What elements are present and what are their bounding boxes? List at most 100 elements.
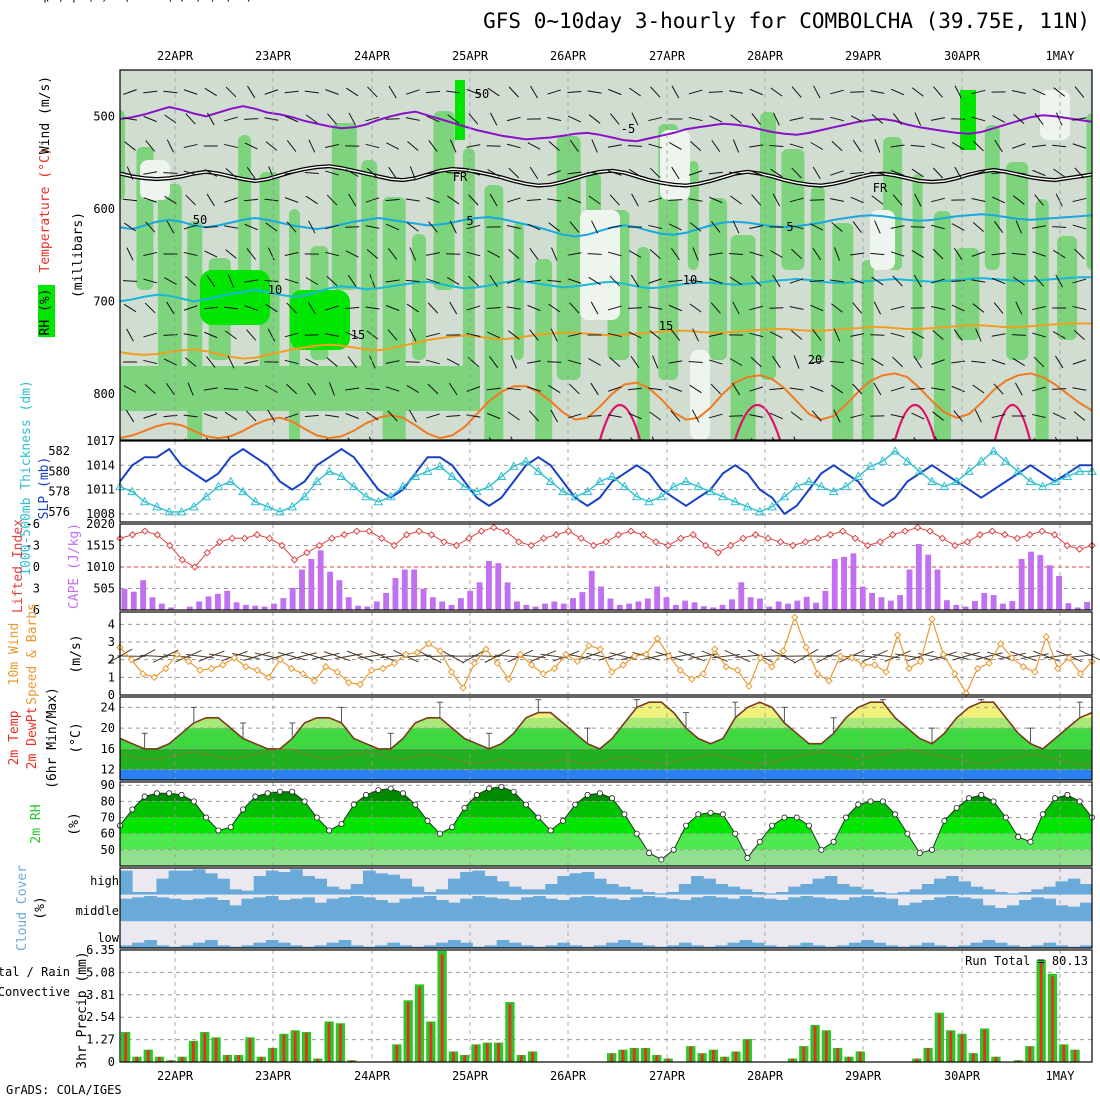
wind-speed-point xyxy=(608,668,616,676)
wind-barb xyxy=(487,87,500,97)
wind-barb xyxy=(548,303,561,313)
precip-tick-label: 5.08 xyxy=(86,965,115,979)
cloud-middle-bar xyxy=(1019,900,1032,922)
wind-barb xyxy=(789,143,804,149)
wind-barb xyxy=(265,141,278,151)
wind-barb xyxy=(691,409,700,423)
cloud-middle-bar xyxy=(363,897,376,922)
wind-barb xyxy=(527,304,541,312)
cape-bar xyxy=(644,598,651,610)
precip-convective-bar xyxy=(666,1058,670,1062)
thickness-point xyxy=(1037,481,1048,491)
cloud-high-bar xyxy=(970,886,984,895)
wind-barb xyxy=(931,143,945,149)
wind-barb xyxy=(506,225,521,229)
wind-barb xyxy=(267,328,276,342)
wind-barb xyxy=(286,302,297,314)
run-total-label: Run Total = 80.13 xyxy=(965,954,1088,968)
wind-barb xyxy=(267,409,276,423)
wind-barb xyxy=(183,251,198,257)
cloud-high-bar xyxy=(946,876,959,895)
wind-speed-point xyxy=(356,680,364,689)
wind-barb xyxy=(145,140,155,152)
wind-barb xyxy=(890,170,905,176)
wind-barb xyxy=(510,436,513,440)
precip-convective-bar xyxy=(1073,1050,1077,1062)
cloud-high-bar xyxy=(533,889,546,895)
wind-barb xyxy=(709,115,723,123)
cape-bar xyxy=(757,598,763,610)
wind-barb xyxy=(850,196,864,204)
wind-barb xyxy=(365,225,380,229)
rh2m-point xyxy=(559,817,566,824)
rh-high-band xyxy=(781,149,805,270)
temp-band xyxy=(120,717,1092,729)
cloud-high-bar xyxy=(290,869,303,895)
precip-convective-bar xyxy=(282,1034,286,1062)
wind-barb xyxy=(265,303,278,313)
precip-tick-label: 6.35 xyxy=(86,943,115,957)
wind-barb xyxy=(487,331,501,339)
precip-convective-bar xyxy=(689,1046,693,1062)
cloud-high-bar xyxy=(824,876,838,895)
cloud-middle-bar xyxy=(253,897,267,922)
lifted-tick-label: 3 xyxy=(33,582,40,596)
rh2m-point xyxy=(510,788,517,795)
precip-convective-bar xyxy=(949,1031,953,1062)
cape-bar xyxy=(943,600,950,610)
cloud-middle-bar xyxy=(229,905,242,922)
cloud-low-bar xyxy=(703,946,716,948)
rh2m-point xyxy=(449,824,456,831)
cloud-high-bar xyxy=(618,886,631,895)
lifted-index-point xyxy=(1063,541,1071,550)
cloud-high-bar xyxy=(496,881,510,895)
wind-barb xyxy=(550,328,558,342)
cloud-middle-bar xyxy=(508,900,522,922)
precip-axis-label: 3hr Precip (mm) xyxy=(75,951,90,1068)
precip-convective-bar xyxy=(621,1050,625,1062)
wind-barb xyxy=(732,139,740,153)
cloud-middle-bar xyxy=(1006,905,1020,922)
cloud-low-bar xyxy=(484,945,498,948)
rh-high-band xyxy=(760,112,776,380)
wind-barb xyxy=(426,278,440,284)
rh-high-band xyxy=(259,172,280,380)
cape-bar xyxy=(1009,601,1016,610)
thickness-point xyxy=(754,506,765,516)
isotherm-label: 5 xyxy=(466,214,473,228)
cape-bar xyxy=(803,596,810,610)
cape-bar xyxy=(439,601,446,610)
wind-barb xyxy=(166,139,174,153)
lifted-index-point xyxy=(415,527,423,535)
wind-barb xyxy=(244,223,258,231)
lifted-index-point xyxy=(739,534,747,543)
cape-bar xyxy=(831,558,838,610)
precip-convective-bar xyxy=(192,1041,195,1062)
wind-barb xyxy=(244,386,259,392)
cloud-low-bar xyxy=(520,945,534,948)
rh2m-point xyxy=(215,827,222,834)
wind-barb xyxy=(972,384,985,394)
rh2m-point xyxy=(276,788,283,795)
wind-barb xyxy=(649,411,662,421)
cape-bar xyxy=(1046,565,1053,610)
wind-barb xyxy=(183,224,198,230)
thickness-tick-label: 582 xyxy=(48,444,70,458)
wind-barb xyxy=(385,279,400,283)
lifted-index-point xyxy=(502,527,511,535)
thickness-point xyxy=(1001,456,1011,465)
cloud-middle-bar xyxy=(1043,898,1057,922)
wind-barb xyxy=(224,197,238,203)
wind-barb xyxy=(991,359,1006,365)
wind-barb xyxy=(426,359,440,365)
wind-barb xyxy=(365,387,380,391)
cloud-low-bar xyxy=(387,942,400,948)
wind-barb xyxy=(692,247,699,261)
wind-speed-point xyxy=(756,654,765,662)
precip-convective-bar xyxy=(711,1050,715,1062)
wind-barb xyxy=(489,193,498,207)
wind-barb xyxy=(668,304,683,312)
wind-barb xyxy=(264,117,279,121)
wind-speed-point xyxy=(882,668,890,676)
rh2m-point xyxy=(523,801,530,808)
